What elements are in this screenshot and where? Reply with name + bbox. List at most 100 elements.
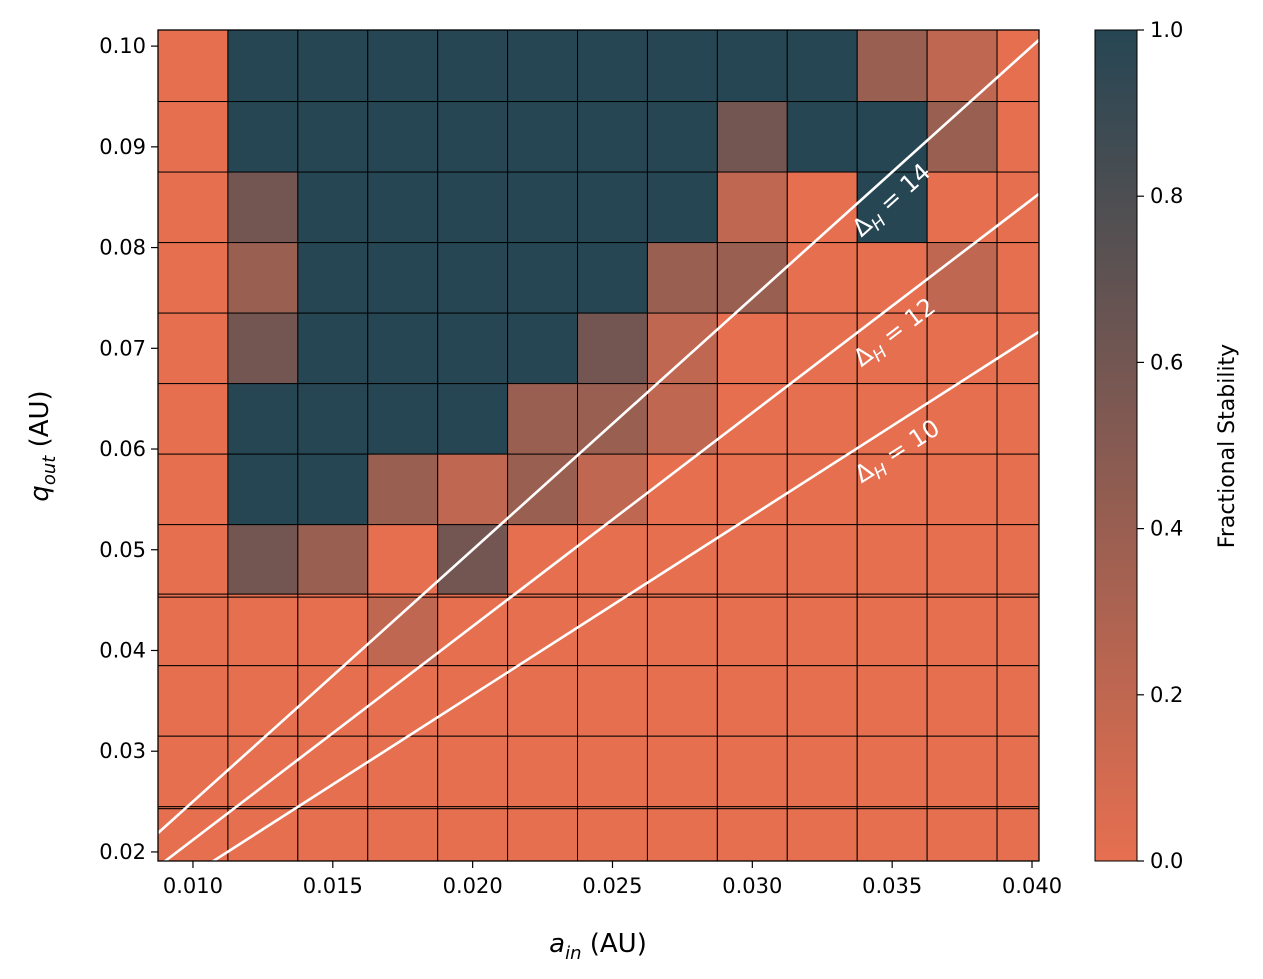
heatmap-cell <box>646 735 718 808</box>
heatmap-cell <box>297 29 369 103</box>
heatmap-cell <box>157 101 229 173</box>
heatmap-cell <box>577 29 648 103</box>
heatmap-cell <box>646 101 718 173</box>
heatmap-cell <box>367 29 439 103</box>
colorbar <box>1094 29 1138 862</box>
heatmap-cell <box>786 171 858 244</box>
heatmap-cell <box>227 808 299 862</box>
y-tick-label: 0.06 <box>99 437 146 461</box>
heatmap-cell <box>437 808 509 862</box>
x-tick-label: 0.030 <box>722 874 782 898</box>
heatmap-cell <box>437 312 509 385</box>
heatmap-cell <box>227 524 299 595</box>
heatmap-cell <box>157 808 229 862</box>
heatmap-cell <box>577 383 648 455</box>
heatmap-cell <box>856 29 928 103</box>
heatmap-cell <box>646 242 718 314</box>
heatmap-cell <box>437 453 509 526</box>
colorbar-tick-label: 0.8 <box>1150 184 1183 208</box>
heatmap-cell <box>996 665 1040 737</box>
heatmap-cell <box>926 171 998 244</box>
heatmap-cell <box>437 242 509 314</box>
heatmap-cell <box>716 171 788 244</box>
heatmap-cell <box>646 596 718 667</box>
heatmap-cell <box>507 101 579 173</box>
heatmap-cell <box>227 29 299 103</box>
heatmap-cell <box>926 665 998 737</box>
heatmap-cell <box>577 596 648 667</box>
heatmap-cell <box>577 101 648 173</box>
heatmap-cell <box>297 242 369 314</box>
heatmap-cell <box>157 242 229 314</box>
x-tick-label: 0.035 <box>862 874 922 898</box>
heatmap-cell <box>926 596 998 667</box>
heatmap-cells <box>157 29 1040 862</box>
heatmap-cell <box>507 171 579 244</box>
heatmap-cell <box>507 735 579 808</box>
heatmap-cell <box>507 665 579 737</box>
heatmap-cell <box>996 524 1040 595</box>
heatmap-cell <box>157 29 229 103</box>
heatmap-cell <box>577 665 648 737</box>
heatmap-cell <box>367 312 439 385</box>
y-tick-label: 0.04 <box>99 638 146 662</box>
heatmap-cell <box>297 101 369 173</box>
heatmap-cell <box>996 312 1040 385</box>
heatmap-cell <box>646 312 718 385</box>
x-axis-ticks: 0.010 0.015 0.020 0.025 0.030 0.035 0.040 <box>163 861 1062 898</box>
heatmap-cell <box>437 665 509 737</box>
heatmap-cell <box>227 596 299 667</box>
heatmap-cell <box>996 242 1040 314</box>
heatmap-cell <box>507 383 579 455</box>
heatmap-cell <box>926 524 998 595</box>
heatmap-cell <box>367 808 439 862</box>
heatmap-cell <box>227 735 299 808</box>
heatmap-cell <box>716 735 788 808</box>
heatmap-cell <box>507 808 579 862</box>
heatmap-cell <box>646 29 718 103</box>
heatmap-cell <box>157 453 229 526</box>
heatmap-cell <box>786 808 858 862</box>
heatmap-cell <box>157 735 229 808</box>
heatmap-cell <box>926 808 998 862</box>
heatmap-cell <box>577 312 648 385</box>
y-tick-label: 0.02 <box>99 840 146 864</box>
heatmap-cell <box>926 453 998 526</box>
heatmap-cell <box>996 171 1040 244</box>
heatmap-cell <box>996 101 1040 173</box>
heatmap-cell <box>996 596 1040 667</box>
heatmap-cell <box>646 383 718 455</box>
heatmap-cell <box>996 808 1040 862</box>
heatmap-cell <box>716 29 788 103</box>
heatmap-cell <box>646 171 718 244</box>
heatmap-cell <box>367 101 439 173</box>
heatmap-cell <box>716 524 788 595</box>
heatmap-cell <box>716 808 788 862</box>
heatmap-cell <box>716 242 788 314</box>
heatmap-cell <box>577 242 648 314</box>
y-tick-label: 0.09 <box>99 135 146 159</box>
heatmap-cell <box>227 383 299 455</box>
colorbar-ticks: 0.0 0.2 0.4 0.6 0.8 1.0 <box>1137 18 1183 873</box>
heatmap-cell <box>157 665 229 737</box>
delta-h-line <box>158 38 1039 835</box>
heatmap-cell <box>507 596 579 667</box>
heatmap-cell <box>856 596 928 667</box>
heatmap-cell <box>367 735 439 808</box>
heatmap-cell <box>716 101 788 173</box>
x-axis-label: ain (AU) <box>549 929 647 964</box>
heatmap-cell <box>856 735 928 808</box>
colorbar-label: Fractional Stability <box>1215 344 1240 548</box>
heatmap-cell <box>786 735 858 808</box>
heatmap-cell <box>716 453 788 526</box>
colorbar-tick-label: 0.2 <box>1150 683 1183 707</box>
heatmap-cell <box>716 312 788 385</box>
heatmap-cell <box>227 242 299 314</box>
heatmap-cell <box>297 453 369 526</box>
heatmap-cell <box>437 29 509 103</box>
heatmap-cell <box>926 735 998 808</box>
x-tick-label: 0.010 <box>163 874 223 898</box>
plot-frame <box>157 29 1040 862</box>
heatmap-cell <box>227 312 299 385</box>
heatmap-cell <box>507 29 579 103</box>
